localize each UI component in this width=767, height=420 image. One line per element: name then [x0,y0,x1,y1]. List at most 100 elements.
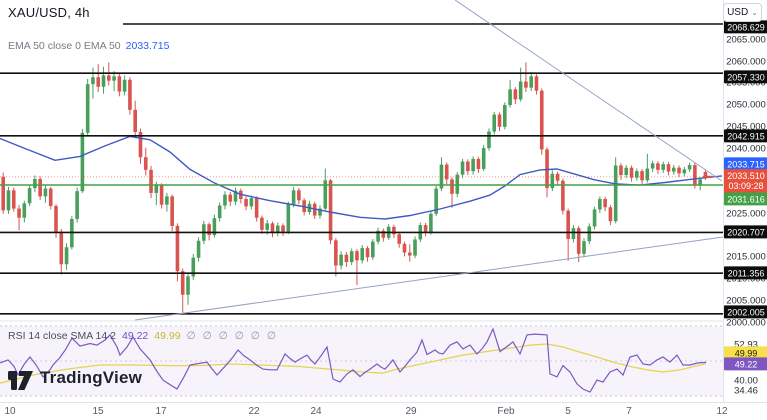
candle-body [228,194,233,202]
candle-body [64,247,69,265]
candle-body [165,196,169,205]
candle-body [175,225,180,272]
candle-body [539,90,544,150]
time-axis[interactable]: 10 15 17 22 24 29 Feb 5 7 12 [0,402,767,420]
candle-body [54,205,58,232]
candle-body [429,213,433,233]
rsi-axis-badge: 49.99 [724,346,767,360]
candle-body [233,190,238,202]
candle-body [38,178,42,197]
candle-body [196,240,201,258]
candle-body [281,225,285,232]
candle-body [682,169,687,174]
candle-body [297,190,301,201]
price-axis-badge: 2042.915 [724,129,767,143]
candle-body [143,157,148,170]
candle-body [365,248,370,258]
candle-body [402,243,407,253]
currency-selector-button[interactable]: USD ⌄ [723,3,762,22]
candle-body [571,228,576,240]
time-tick-label: 24 [310,406,322,417]
candle-body [260,217,264,230]
candle-body [687,165,692,170]
candle-body [645,168,650,181]
ascending-trendline[interactable] [134,235,731,321]
candle-body [487,131,491,149]
rsi-tick-label: 52.93 [734,339,758,351]
rsi-value: 49.22 [121,330,149,342]
time-tick-label: 29 [405,406,417,417]
candle-body [471,158,475,172]
candle-body [524,81,528,88]
candle-body [265,223,269,230]
candle-body [629,167,634,178]
candle-body [22,203,27,218]
candle-body [476,158,481,169]
candle-body [101,75,106,87]
candle-body [33,178,37,189]
candle-body [413,239,417,256]
ema-indicator-legend: EMA 50 close 0 EMA 50 2033.715 [8,40,169,52]
time-tick-label: 5 [565,406,571,417]
candle-body [360,248,365,261]
time-tick-label: 7 [626,406,632,417]
rsi-tick-label: 40.00 [734,375,758,387]
candle-body [275,225,280,233]
candle-body [381,230,386,238]
candle-body [291,190,296,205]
candle-body [244,198,248,207]
candle-body [91,77,95,85]
candle-body [492,114,497,132]
candle-body [43,188,48,197]
candle-body [191,257,196,277]
price-axis-badge: 2033.715 [724,157,767,171]
candle-body [186,276,190,295]
price-tick-label: 2045.000 [726,121,766,133]
candle-body [555,173,560,181]
rsi-line [0,327,707,393]
price-tick-label: 2005.000 [726,295,766,307]
candle-body [613,165,618,222]
time-tick-label: 12 [716,406,728,417]
candle-body [582,241,586,254]
candle-body [576,228,581,254]
candle-body [587,226,592,242]
candle-body [650,163,655,169]
candle-body [397,234,401,244]
candles-layer [1,62,708,313]
candle-body [481,148,486,169]
candle-body [598,198,602,210]
candle-body [207,224,211,236]
time-tick-label: 15 [92,406,104,417]
candle-body [640,171,644,181]
candle-body [138,132,143,158]
candle-body [608,207,613,222]
candle-body [122,79,127,92]
candle-body [603,198,607,208]
candle-body [217,205,222,219]
ema-label: EMA 50 close 0 EMA 50 [8,40,121,52]
price-axis[interactable]: 2065.0002060.0002055.0002050.0002045.000… [723,0,767,402]
tradingview-logo[interactable]: TradingView [8,366,142,390]
candle-body [656,163,660,170]
descending-trendline[interactable] [454,0,723,182]
candle-body [592,209,597,227]
price-tick-label: 2040.000 [726,143,766,155]
candle-body [550,173,555,189]
candle-body [328,180,333,241]
rsi-tick-label: 34.46 [734,385,758,397]
rsi-band [0,326,723,396]
candle-body [212,218,217,236]
price-axis-badge: 2002.005 [724,305,767,319]
candle-body [693,165,697,185]
candle-body [344,254,349,263]
time-tick-label: 17 [155,406,167,417]
candle-body [513,89,518,100]
candle-body [6,190,11,211]
candle-body [666,164,671,172]
ema-50-line[interactable] [0,135,723,220]
price-tick-label: 2060.000 [726,56,766,68]
candle-body [159,185,164,205]
candle-body [149,169,153,193]
